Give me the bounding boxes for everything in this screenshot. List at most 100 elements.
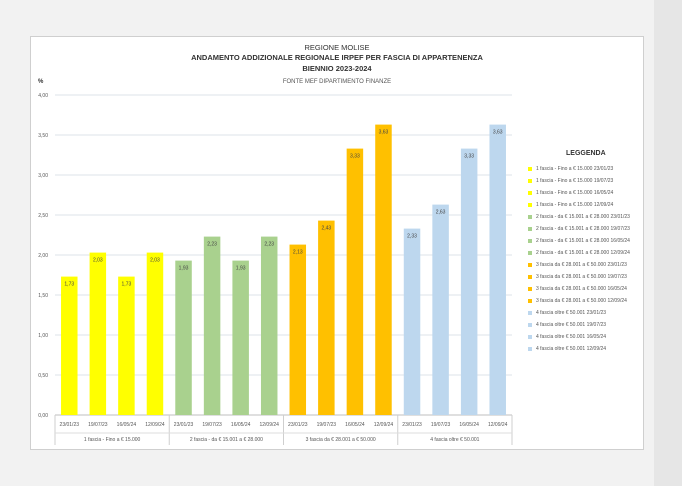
bar <box>203 236 221 415</box>
legend-item: 4 fascia oltre € 50.001 12/09/24 <box>528 343 643 355</box>
group-label: 3 fascia da € 28.001 a € 50.000 <box>306 437 376 443</box>
legend: LEGGENDA 1 fascia - Fino a € 15.000 23/0… <box>528 150 643 355</box>
x-tick-label: 19/07/23 <box>431 422 451 428</box>
legend-item: 2 fascia - da € 15.001 a € 28.000 19/07/… <box>528 223 643 235</box>
x-tick-label: 12/09/24 <box>374 422 394 428</box>
legend-label: 2 fascia - da € 15.001 a € 28.000 23/01/… <box>536 214 630 220</box>
chart-subtitle-line-2: BIENNIO 2023-2024 <box>302 64 372 73</box>
legend-label: 3 fascia da € 28.001 a € 50.000 23/01/23 <box>536 262 627 268</box>
data-label: 3,33 <box>464 154 474 160</box>
legend-label: 3 fascia da € 28.001 a € 50.000 16/05/24 <box>536 286 627 292</box>
group-label: 1 fascia - Fino a € 15.000 <box>84 437 141 443</box>
legend-item: 1 fascia - Fino a € 15.000 23/01/23 <box>528 163 643 175</box>
legend-label: 2 fascia - da € 15.001 a € 28.000 16/05/… <box>536 238 630 244</box>
y-tick-label: 0,50 <box>38 373 48 379</box>
x-tick-label: 16/05/24 <box>117 422 137 428</box>
x-tick-label: 16/05/24 <box>459 422 479 428</box>
data-label: 3,63 <box>379 130 389 136</box>
legend-label: 1 fascia - Fino a € 15.000 16/05/24 <box>536 190 614 196</box>
legend-swatch <box>528 203 532 207</box>
chart-source: FONTE MEF DIPARTIMENTO FINANZE <box>282 79 392 85</box>
legend-swatch <box>528 263 532 267</box>
x-tick-label: 16/05/24 <box>231 422 251 428</box>
bar <box>489 124 506 415</box>
legend-label: 3 fascia da € 28.001 a € 50.000 19/07/23 <box>536 274 627 280</box>
legend-item: 3 fascia da € 28.001 a € 50.000 23/01/23 <box>528 259 643 271</box>
data-label: 2,33 <box>407 234 417 240</box>
legend-label: 1 fascia - Fino a € 15.000 12/09/24 <box>536 202 614 208</box>
legend-swatch <box>528 311 532 315</box>
y-tick-label: 0,00 <box>38 413 48 419</box>
legend-swatch <box>528 275 532 279</box>
data-label: 3,33 <box>350 154 360 160</box>
y-axis-label: % <box>38 79 44 85</box>
legend-swatch <box>528 287 532 291</box>
legend-item: 4 fascia oltre € 50.001 19/07/23 <box>528 319 643 331</box>
y-tick-label: 4,00 <box>38 93 48 99</box>
y-tick-label: 1,00 <box>38 333 48 339</box>
legend-label: 3 fascia da € 28.001 a € 50.000 12/09/24 <box>536 298 627 304</box>
legend-label: 2 fascia - da € 15.001 a € 28.000 19/07/… <box>536 226 630 232</box>
bar <box>403 228 421 415</box>
chart-subtitle-line-1: ANDAMENTO ADDIZIONALE REGIONALE IRPEF PE… <box>191 53 483 62</box>
x-tick-label: 23/01/23 <box>174 422 194 428</box>
legend-label: 4 fascia oltre € 50.001 19/07/23 <box>536 322 607 328</box>
bar <box>432 204 449 415</box>
bar <box>318 220 335 415</box>
x-tick-label: 12/09/24 <box>259 422 279 428</box>
y-tick-label: 3,50 <box>38 133 48 139</box>
x-tick-label: 12/09/24 <box>488 422 508 428</box>
legend-item: 2 fascia - da € 15.001 a € 28.000 12/09/… <box>528 247 643 259</box>
bar <box>346 148 364 415</box>
data-label: 1,93 <box>236 266 246 272</box>
bar <box>89 252 107 415</box>
x-tick-label: 23/01/23 <box>288 422 308 428</box>
legend-swatch <box>528 347 532 351</box>
x-tick-label: 19/07/23 <box>202 422 222 428</box>
legend-item: 3 fascia da € 28.001 a € 50.000 12/09/24 <box>528 295 643 307</box>
legend-item: 4 fascia oltre € 50.001 16/05/24 <box>528 331 643 343</box>
background-band <box>654 0 682 486</box>
legend-item: 1 fascia - Fino a € 15.000 19/07/23 <box>528 175 643 187</box>
legend-swatch <box>528 167 532 171</box>
legend-item: 2 fascia - da € 15.001 a € 28.000 16/05/… <box>528 235 643 247</box>
legend-item: 2 fascia - da € 15.001 a € 28.000 23/01/… <box>528 211 643 223</box>
y-tick-label: 2,50 <box>38 213 48 219</box>
y-tick-label: 2,00 <box>38 253 48 259</box>
data-label: 2,03 <box>93 258 103 264</box>
y-tick-label: 1,50 <box>38 293 48 299</box>
legend-label: 2 fascia - da € 15.001 a € 28.000 12/09/… <box>536 250 630 256</box>
bar <box>232 260 249 415</box>
legend-swatch <box>528 179 532 183</box>
legend-title: LEGGENDA <box>566 150 606 157</box>
data-label: 1,73 <box>64 282 74 288</box>
legend-swatch <box>528 335 532 339</box>
legend-swatch <box>528 215 532 219</box>
data-label: 2,23 <box>207 242 217 248</box>
legend-swatch <box>528 191 532 195</box>
legend-swatch <box>528 323 532 327</box>
x-tick-label: 19/07/23 <box>317 422 337 428</box>
legend-label: 4 fascia oltre € 50.001 12/09/24 <box>536 346 607 352</box>
data-label: 1,93 <box>179 266 189 272</box>
x-tick-label: 19/07/23 <box>88 422 108 428</box>
bar <box>260 236 278 415</box>
data-label: 2,63 <box>436 210 446 216</box>
legend-items: 1 fascia - Fino a € 15.000 23/01/23 1 fas… <box>528 163 643 355</box>
x-tick-label: 23/01/23 <box>60 422 80 428</box>
legend-item: 1 fascia - Fino a € 15.000 16/05/24 <box>528 187 643 199</box>
data-label: 2,23 <box>264 242 274 248</box>
group-label: 4 fascia oltre € 50.001 <box>430 437 479 443</box>
legend-label: 1 fascia - Fino a € 15.000 23/01/23 <box>536 166 614 172</box>
legend-item: 3 fascia da € 28.001 a € 50.000 16/05/24 <box>528 283 643 295</box>
bar <box>118 276 135 415</box>
x-tick-label: 23/01/23 <box>402 422 422 428</box>
group-label: 2 fascia - da € 15.001 a € 28.000 <box>190 437 263 443</box>
legend-swatch <box>528 239 532 243</box>
data-label: 2,13 <box>293 250 303 256</box>
bar <box>460 148 478 415</box>
legend-label: 4 fascia oltre € 50.001 23/01/23 <box>536 310 607 316</box>
legend-item: 4 fascia oltre € 50.001 23/01/23 <box>528 307 643 319</box>
data-label: 3,63 <box>493 130 503 136</box>
